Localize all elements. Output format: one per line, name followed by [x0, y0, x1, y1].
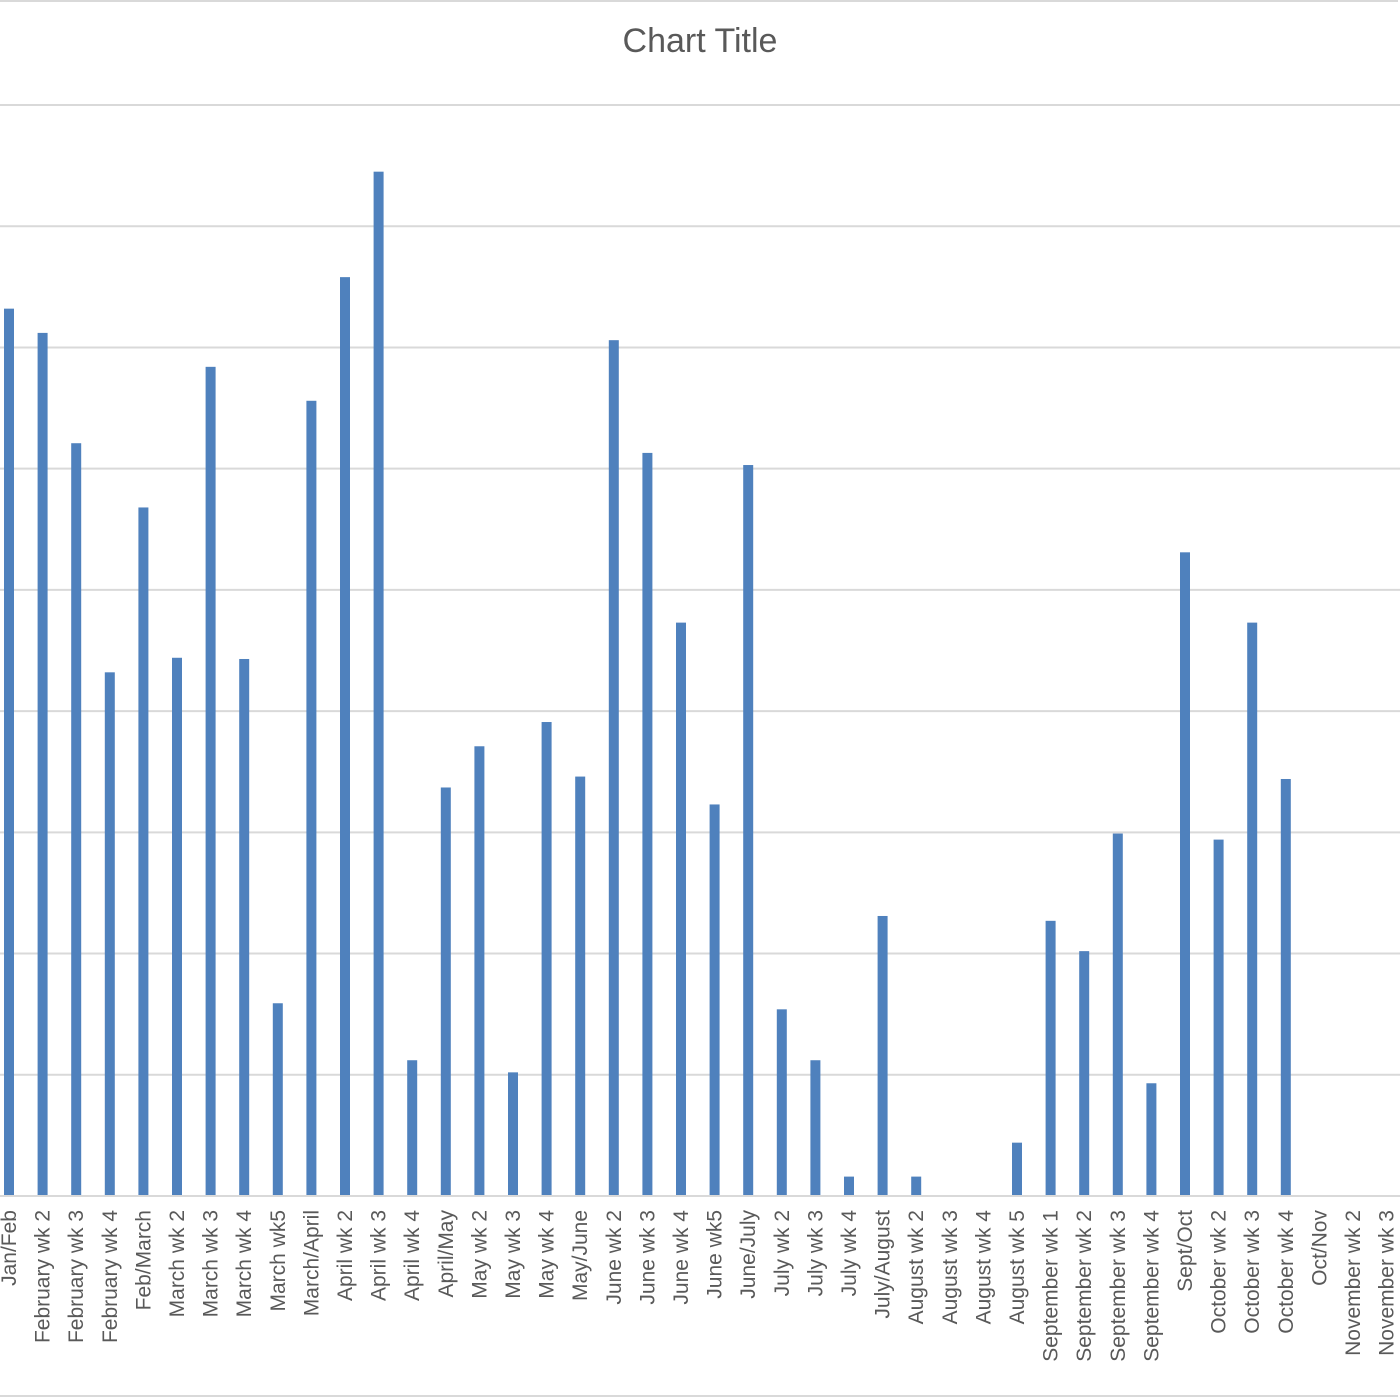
bar	[4, 308, 14, 1196]
bar	[1045, 920, 1056, 1196]
bar	[1079, 951, 1090, 1196]
bar	[1213, 839, 1224, 1196]
bar	[239, 658, 250, 1196]
x-tick-label: Oct/Nov	[1308, 1210, 1331, 1286]
bar	[1180, 552, 1190, 1196]
bar	[138, 507, 149, 1196]
bar	[373, 171, 384, 1196]
bar	[810, 1060, 821, 1196]
bar	[172, 657, 182, 1196]
x-tick-label: August wk 5	[1006, 1210, 1029, 1324]
bar	[1012, 1142, 1022, 1196]
x-tick-label: April/May	[435, 1210, 458, 1298]
bar	[844, 1176, 854, 1196]
x-tick-label: May wk 2	[468, 1210, 491, 1299]
x-tick-label: Feb/March	[132, 1210, 155, 1310]
bar	[272, 1003, 283, 1196]
bar	[508, 1072, 518, 1196]
bar	[340, 277, 350, 1196]
x-tick-label: April wk 3	[368, 1210, 391, 1301]
x-tick-label: November wk 3	[1376, 1210, 1399, 1356]
bar	[1280, 778, 1291, 1196]
bar	[1247, 622, 1258, 1196]
bar	[37, 332, 48, 1196]
gridlines	[0, 104, 1400, 1076]
x-tick-label: September wk 4	[1140, 1210, 1163, 1362]
bar	[575, 776, 586, 1196]
x-tick-label: Jan/Feb	[0, 1210, 21, 1286]
x-tick-label: March wk 3	[200, 1210, 223, 1317]
bar	[877, 915, 888, 1196]
x-tick-label: May/June	[569, 1210, 592, 1301]
bar	[474, 746, 485, 1196]
x-tick-label: Sept/Oct	[1174, 1210, 1197, 1292]
x-axis-tick-labels: Jan/Feb February wk 2 February wk 3 Februar…	[0, 1210, 1399, 1362]
x-tick-label: October wk 2	[1208, 1210, 1231, 1334]
bar	[440, 787, 451, 1196]
x-tick-label: July/August	[872, 1210, 895, 1319]
x-tick-label: July wk 2	[771, 1210, 794, 1296]
bar	[911, 1176, 922, 1196]
bar	[541, 722, 552, 1196]
x-tick-label: March/April	[300, 1210, 323, 1316]
x-tick-label: September wk 1	[1040, 1210, 1063, 1362]
x-tick-label: June wk 3	[636, 1210, 659, 1305]
x-tick-label: June wk5	[704, 1210, 727, 1299]
bar	[642, 452, 653, 1196]
x-tick-label: October wk 3	[1241, 1210, 1264, 1334]
bar	[71, 443, 82, 1197]
x-tick-label: February wk 3	[65, 1210, 88, 1343]
bar	[104, 672, 115, 1196]
x-tick-label: February wk 2	[32, 1210, 55, 1343]
bar	[306, 400, 317, 1196]
x-tick-label: November wk 2	[1342, 1210, 1365, 1356]
x-tick-label: June wk 4	[670, 1210, 693, 1305]
x-tick-label: August wk 3	[939, 1210, 962, 1324]
bar	[1146, 1083, 1157, 1196]
x-tick-label: July wk 3	[804, 1210, 827, 1296]
bar	[776, 1009, 787, 1196]
bar	[1112, 833, 1123, 1196]
bars	[4, 171, 1291, 1197]
x-tick-label: September wk 2	[1073, 1210, 1096, 1362]
x-tick-label: March wk 4	[233, 1210, 256, 1318]
x-tick-label: May wk 3	[502, 1210, 525, 1299]
x-tick-label: August wk 2	[905, 1210, 928, 1324]
x-tick-label: August wk 4	[972, 1210, 995, 1325]
chart-title: Chart Title	[622, 22, 778, 60]
x-tick-label: March wk 2	[166, 1210, 189, 1317]
x-tick-label: June wk 2	[603, 1210, 626, 1305]
x-tick-label: October wk 4	[1275, 1210, 1298, 1334]
bar	[205, 366, 216, 1197]
x-tick-label: September wk 3	[1107, 1210, 1130, 1362]
x-tick-label: April wk 2	[334, 1210, 357, 1301]
x-tick-label: April wk 4	[401, 1210, 424, 1301]
bar	[608, 340, 619, 1196]
x-tick-label: June/July	[737, 1210, 760, 1299]
bar	[709, 804, 720, 1196]
x-tick-label: March wk5	[267, 1210, 290, 1312]
x-tick-label: May wk 4	[536, 1210, 559, 1299]
x-tick-label: July wk 4	[838, 1210, 861, 1297]
bar	[407, 1060, 418, 1196]
x-tick-label: February wk 4	[99, 1210, 122, 1343]
bar	[676, 622, 686, 1196]
bar	[743, 465, 754, 1196]
